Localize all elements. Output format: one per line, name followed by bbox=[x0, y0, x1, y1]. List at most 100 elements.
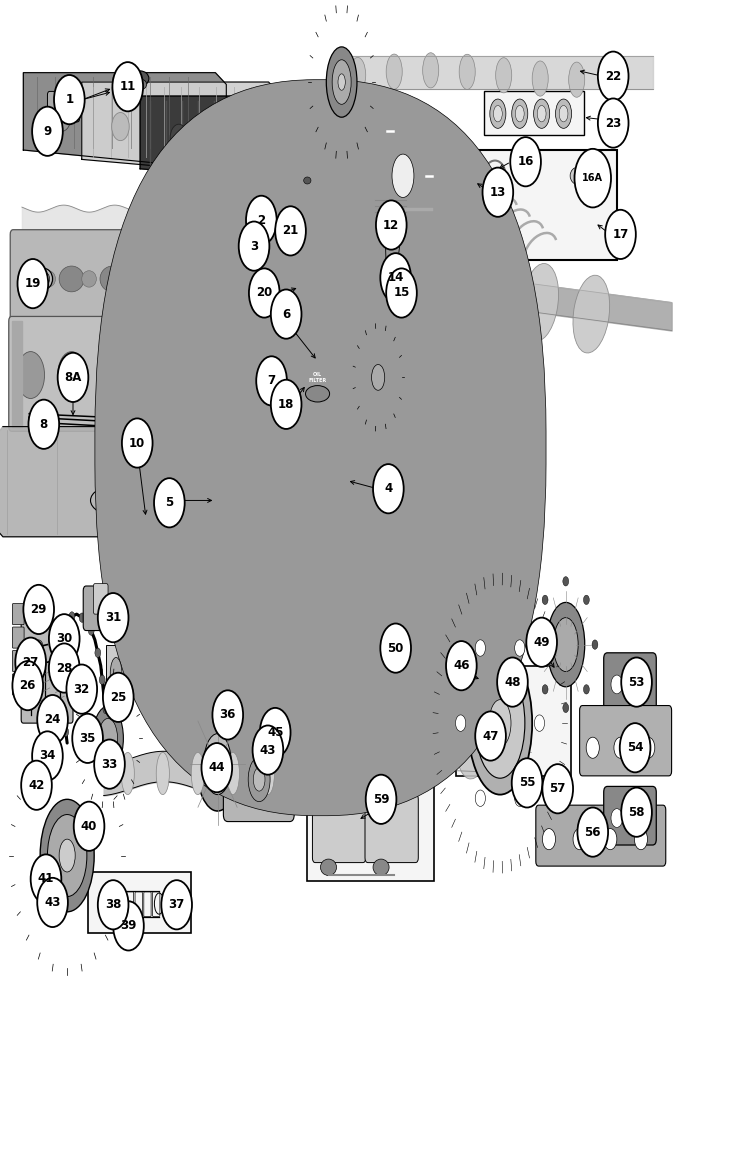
Ellipse shape bbox=[41, 271, 55, 287]
Text: 34: 34 bbox=[39, 749, 55, 763]
Ellipse shape bbox=[305, 350, 330, 367]
Text: 47: 47 bbox=[483, 729, 499, 743]
FancyBboxPatch shape bbox=[47, 91, 80, 122]
Text: 39: 39 bbox=[120, 919, 137, 933]
Ellipse shape bbox=[261, 752, 274, 795]
Ellipse shape bbox=[245, 271, 260, 287]
Text: 43: 43 bbox=[260, 743, 276, 757]
Polygon shape bbox=[0, 427, 323, 537]
Ellipse shape bbox=[515, 105, 524, 122]
Circle shape bbox=[37, 878, 68, 927]
Circle shape bbox=[103, 704, 109, 714]
Polygon shape bbox=[140, 96, 330, 184]
Circle shape bbox=[483, 168, 513, 217]
Text: 40: 40 bbox=[81, 819, 97, 833]
Ellipse shape bbox=[522, 264, 558, 341]
Ellipse shape bbox=[35, 268, 53, 289]
Ellipse shape bbox=[134, 80, 147, 89]
Circle shape bbox=[49, 614, 80, 663]
Text: 42: 42 bbox=[28, 778, 45, 792]
Ellipse shape bbox=[223, 703, 237, 731]
Text: 25: 25 bbox=[110, 690, 126, 704]
Ellipse shape bbox=[223, 266, 247, 292]
Ellipse shape bbox=[360, 435, 382, 454]
Circle shape bbox=[12, 661, 43, 710]
Circle shape bbox=[512, 758, 542, 808]
FancyBboxPatch shape bbox=[437, 150, 617, 260]
FancyBboxPatch shape bbox=[374, 190, 407, 223]
Text: 50: 50 bbox=[388, 641, 404, 655]
Polygon shape bbox=[385, 225, 400, 291]
Circle shape bbox=[246, 196, 277, 245]
Ellipse shape bbox=[534, 98, 550, 129]
Ellipse shape bbox=[248, 757, 270, 802]
Circle shape bbox=[526, 618, 557, 667]
Circle shape bbox=[386, 268, 417, 318]
Circle shape bbox=[605, 210, 636, 259]
FancyBboxPatch shape bbox=[106, 645, 126, 713]
Ellipse shape bbox=[385, 492, 408, 513]
Circle shape bbox=[112, 62, 143, 111]
Circle shape bbox=[34, 640, 43, 654]
Ellipse shape bbox=[570, 168, 586, 184]
Text: 11: 11 bbox=[120, 80, 136, 94]
Ellipse shape bbox=[82, 271, 96, 287]
Text: 58: 58 bbox=[629, 805, 645, 819]
Ellipse shape bbox=[212, 754, 223, 775]
Text: 32: 32 bbox=[74, 682, 90, 696]
Circle shape bbox=[57, 647, 63, 656]
Text: 16A: 16A bbox=[583, 173, 603, 183]
Ellipse shape bbox=[123, 271, 137, 287]
Ellipse shape bbox=[226, 752, 239, 795]
Circle shape bbox=[456, 715, 466, 731]
FancyBboxPatch shape bbox=[307, 783, 434, 881]
Circle shape bbox=[61, 624, 66, 633]
Circle shape bbox=[79, 613, 85, 622]
Circle shape bbox=[475, 711, 506, 761]
FancyBboxPatch shape bbox=[95, 80, 546, 816]
Ellipse shape bbox=[93, 706, 123, 771]
Text: 41: 41 bbox=[38, 872, 54, 886]
Circle shape bbox=[58, 353, 88, 402]
Circle shape bbox=[253, 725, 283, 775]
Circle shape bbox=[611, 675, 623, 694]
Circle shape bbox=[563, 577, 569, 586]
Ellipse shape bbox=[373, 859, 389, 875]
Text: 4: 4 bbox=[384, 482, 393, 496]
Ellipse shape bbox=[180, 352, 208, 398]
Circle shape bbox=[475, 640, 485, 656]
Ellipse shape bbox=[99, 352, 126, 398]
Ellipse shape bbox=[139, 352, 167, 398]
Circle shape bbox=[66, 665, 97, 714]
Circle shape bbox=[239, 222, 269, 271]
FancyBboxPatch shape bbox=[10, 230, 307, 326]
Circle shape bbox=[598, 98, 629, 148]
Circle shape bbox=[475, 790, 485, 806]
Ellipse shape bbox=[17, 352, 45, 398]
Circle shape bbox=[212, 690, 243, 740]
Text: 14: 14 bbox=[388, 271, 404, 285]
Ellipse shape bbox=[272, 734, 280, 749]
Text: 24: 24 bbox=[45, 713, 61, 727]
Text: 38: 38 bbox=[105, 898, 121, 912]
Circle shape bbox=[98, 880, 128, 929]
Circle shape bbox=[63, 727, 69, 736]
Circle shape bbox=[632, 687, 641, 701]
Circle shape bbox=[98, 593, 128, 642]
Circle shape bbox=[260, 708, 291, 757]
Ellipse shape bbox=[232, 697, 264, 770]
Circle shape bbox=[49, 643, 80, 693]
Circle shape bbox=[515, 640, 525, 656]
Text: 8: 8 bbox=[39, 417, 48, 431]
Circle shape bbox=[56, 675, 62, 684]
Text: 3: 3 bbox=[250, 239, 258, 253]
Circle shape bbox=[154, 478, 185, 527]
Circle shape bbox=[583, 595, 589, 605]
Ellipse shape bbox=[338, 74, 345, 90]
Ellipse shape bbox=[496, 57, 512, 93]
Text: 21: 21 bbox=[283, 224, 299, 238]
Ellipse shape bbox=[501, 466, 512, 478]
Circle shape bbox=[271, 380, 301, 429]
Ellipse shape bbox=[261, 707, 291, 775]
Text: 55: 55 bbox=[519, 776, 535, 790]
